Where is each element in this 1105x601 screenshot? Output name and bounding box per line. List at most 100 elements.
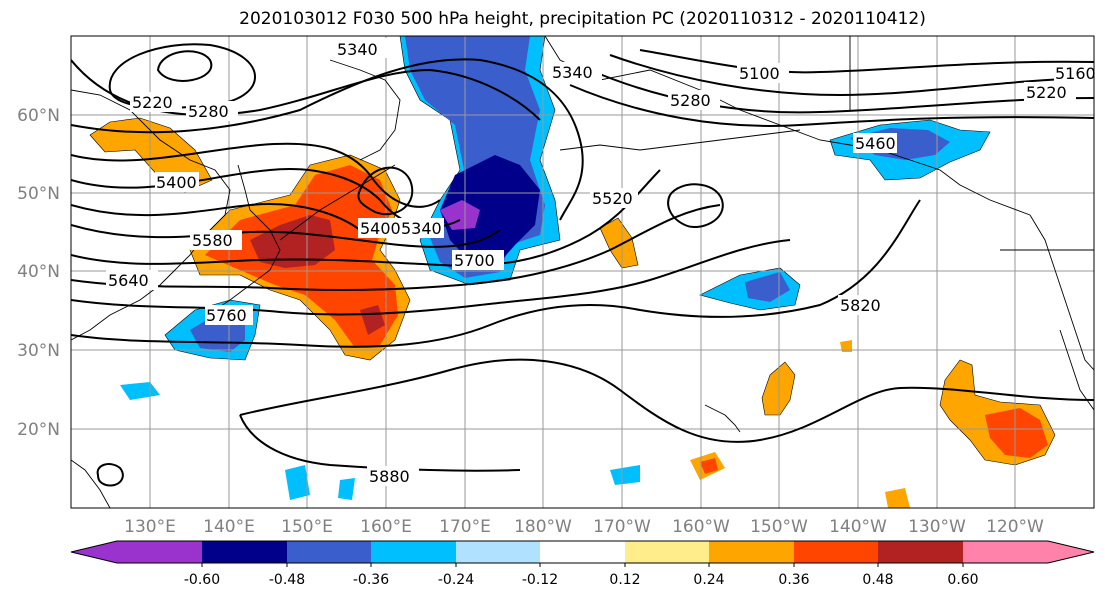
label-bg bbox=[367, 466, 419, 486]
contour-label: 5760 bbox=[206, 306, 247, 325]
contour-label: 5340 bbox=[401, 219, 442, 238]
lon-label: 120°W bbox=[986, 517, 1044, 537]
contour-label: 5460 bbox=[855, 134, 896, 153]
contour-label: 5640 bbox=[108, 271, 149, 290]
contour-label: 5340 bbox=[552, 63, 593, 82]
lon-label: 140°E bbox=[203, 517, 255, 537]
colorbar-segments bbox=[71, 541, 1094, 563]
map-title: 2020103012 F030 500 hPa height, precipit… bbox=[239, 9, 926, 29]
contour-label: 5400 bbox=[156, 173, 197, 192]
coast-asia bbox=[71, 89, 231, 341]
coast-japan bbox=[214, 209, 281, 311]
contour-5580 bbox=[71, 224, 501, 248]
label-bg bbox=[190, 230, 242, 250]
colorbar-ticks bbox=[201, 563, 964, 567]
contour-5400 bbox=[71, 142, 441, 208]
colorbar-label: -0.48 bbox=[269, 572, 305, 588]
colorbar-segment bbox=[202, 541, 288, 563]
label-bg bbox=[205, 305, 253, 325]
contour-label: 5280 bbox=[188, 102, 229, 121]
lon-label: 170°W bbox=[593, 517, 651, 537]
graticule bbox=[71, 36, 1094, 508]
label-bg bbox=[155, 172, 199, 192]
label-bg bbox=[590, 188, 638, 208]
colorbar-label: 0.12 bbox=[609, 572, 640, 588]
colorbar-label: -0.36 bbox=[353, 572, 389, 588]
colorbar-label: 0.60 bbox=[947, 572, 978, 588]
lon-label: 150°E bbox=[281, 517, 333, 537]
coast-aleutians bbox=[559, 129, 801, 151]
label-bg bbox=[452, 250, 504, 270]
height-contours bbox=[71, 43, 1094, 487]
contour-5820 bbox=[71, 199, 921, 348]
label-bg bbox=[130, 92, 182, 112]
contour-5160 bbox=[609, 54, 1094, 97]
label-bg bbox=[186, 101, 238, 121]
colorbar-segment bbox=[117, 541, 203, 563]
contour-label: 5400 bbox=[360, 219, 401, 238]
neg-region-small-2 bbox=[610, 465, 640, 485]
colorbar-segment bbox=[287, 541, 372, 563]
lon-label: 130°E bbox=[124, 517, 176, 537]
lat-labels: 60°N 50°N 40°N 30°N 20°N bbox=[17, 106, 60, 440]
coast-philippines bbox=[71, 459, 111, 508]
lon-label: 150°W bbox=[750, 517, 808, 537]
colorbar-segment bbox=[456, 541, 541, 563]
lat-label: 40°N bbox=[17, 262, 60, 282]
contour-closed-low bbox=[357, 166, 414, 216]
contour-label: 5220 bbox=[1026, 83, 1067, 102]
contour-5100 bbox=[639, 49, 1094, 74]
colorbar-extend-high bbox=[1048, 541, 1094, 563]
lon-label: 160°E bbox=[360, 517, 412, 537]
contour-label: 5280 bbox=[670, 91, 711, 110]
colorbar-segment bbox=[540, 541, 626, 563]
contour-low-inner bbox=[156, 50, 213, 82]
colorbar-label: 0.48 bbox=[862, 572, 893, 588]
neg-region-small-4 bbox=[338, 478, 355, 500]
lon-labels: 130°E 140°E 150°E 160°E 170°E 180°W 170°… bbox=[124, 517, 1044, 537]
contour-ridge-pacific bbox=[667, 183, 724, 228]
contour-label: 5820 bbox=[840, 296, 881, 315]
contour-label-group: 5340 5340 5100 5160 5220 5220 5280 5280 … bbox=[106, 38, 1096, 486]
lon-label: 140°W bbox=[829, 517, 887, 537]
label-bg bbox=[335, 38, 387, 58]
contour-5880-inner bbox=[239, 414, 521, 472]
label-bg bbox=[668, 90, 720, 110]
lon-label: 170°E bbox=[439, 517, 491, 537]
lon-label: 130°W bbox=[908, 517, 966, 537]
coast-northamerica-west bbox=[1029, 214, 1094, 371]
label-bg bbox=[1024, 82, 1076, 102]
contour-label: 5580 bbox=[192, 231, 233, 250]
contour-5700 bbox=[71, 204, 721, 292]
label-bg bbox=[853, 133, 897, 153]
map-frame bbox=[70, 35, 1095, 509]
contour-5280-east bbox=[569, 84, 1094, 127]
pos-region-baja-orange bbox=[985, 408, 1048, 458]
pos-region-japan-red-2 bbox=[360, 305, 385, 335]
contour-label: 5520 bbox=[592, 189, 633, 208]
contour-label: 5880 bbox=[369, 467, 410, 486]
colorbar-segment bbox=[794, 541, 879, 563]
lon-label: 160°W bbox=[672, 517, 730, 537]
lat-label: 30°N bbox=[17, 341, 60, 361]
contour-label: 5700 bbox=[454, 251, 495, 270]
colorbar-segment bbox=[878, 541, 964, 563]
contour-label: 5100 bbox=[739, 64, 780, 83]
contour-5640 bbox=[71, 169, 661, 267]
colorbar-labels: -0.60 -0.48 -0.36 -0.24 -0.12 0.12 0.24 … bbox=[184, 572, 979, 588]
coastlines bbox=[71, 36, 1094, 508]
colorbar-label: 0.24 bbox=[693, 572, 724, 588]
label-bg bbox=[550, 62, 602, 82]
coast-kurils bbox=[279, 164, 396, 241]
colorbar-label: -0.60 bbox=[184, 572, 220, 588]
label-bg bbox=[737, 63, 789, 83]
pos-region-japan-red bbox=[250, 215, 335, 268]
pos-region-small-4 bbox=[885, 488, 910, 508]
label-bg bbox=[358, 218, 406, 238]
neg-region-min bbox=[440, 200, 480, 230]
contour-5220-east bbox=[589, 69, 1094, 114]
coast-hawaii bbox=[704, 404, 741, 433]
label-bg bbox=[838, 295, 882, 315]
pos-region-small-2 bbox=[700, 458, 718, 474]
